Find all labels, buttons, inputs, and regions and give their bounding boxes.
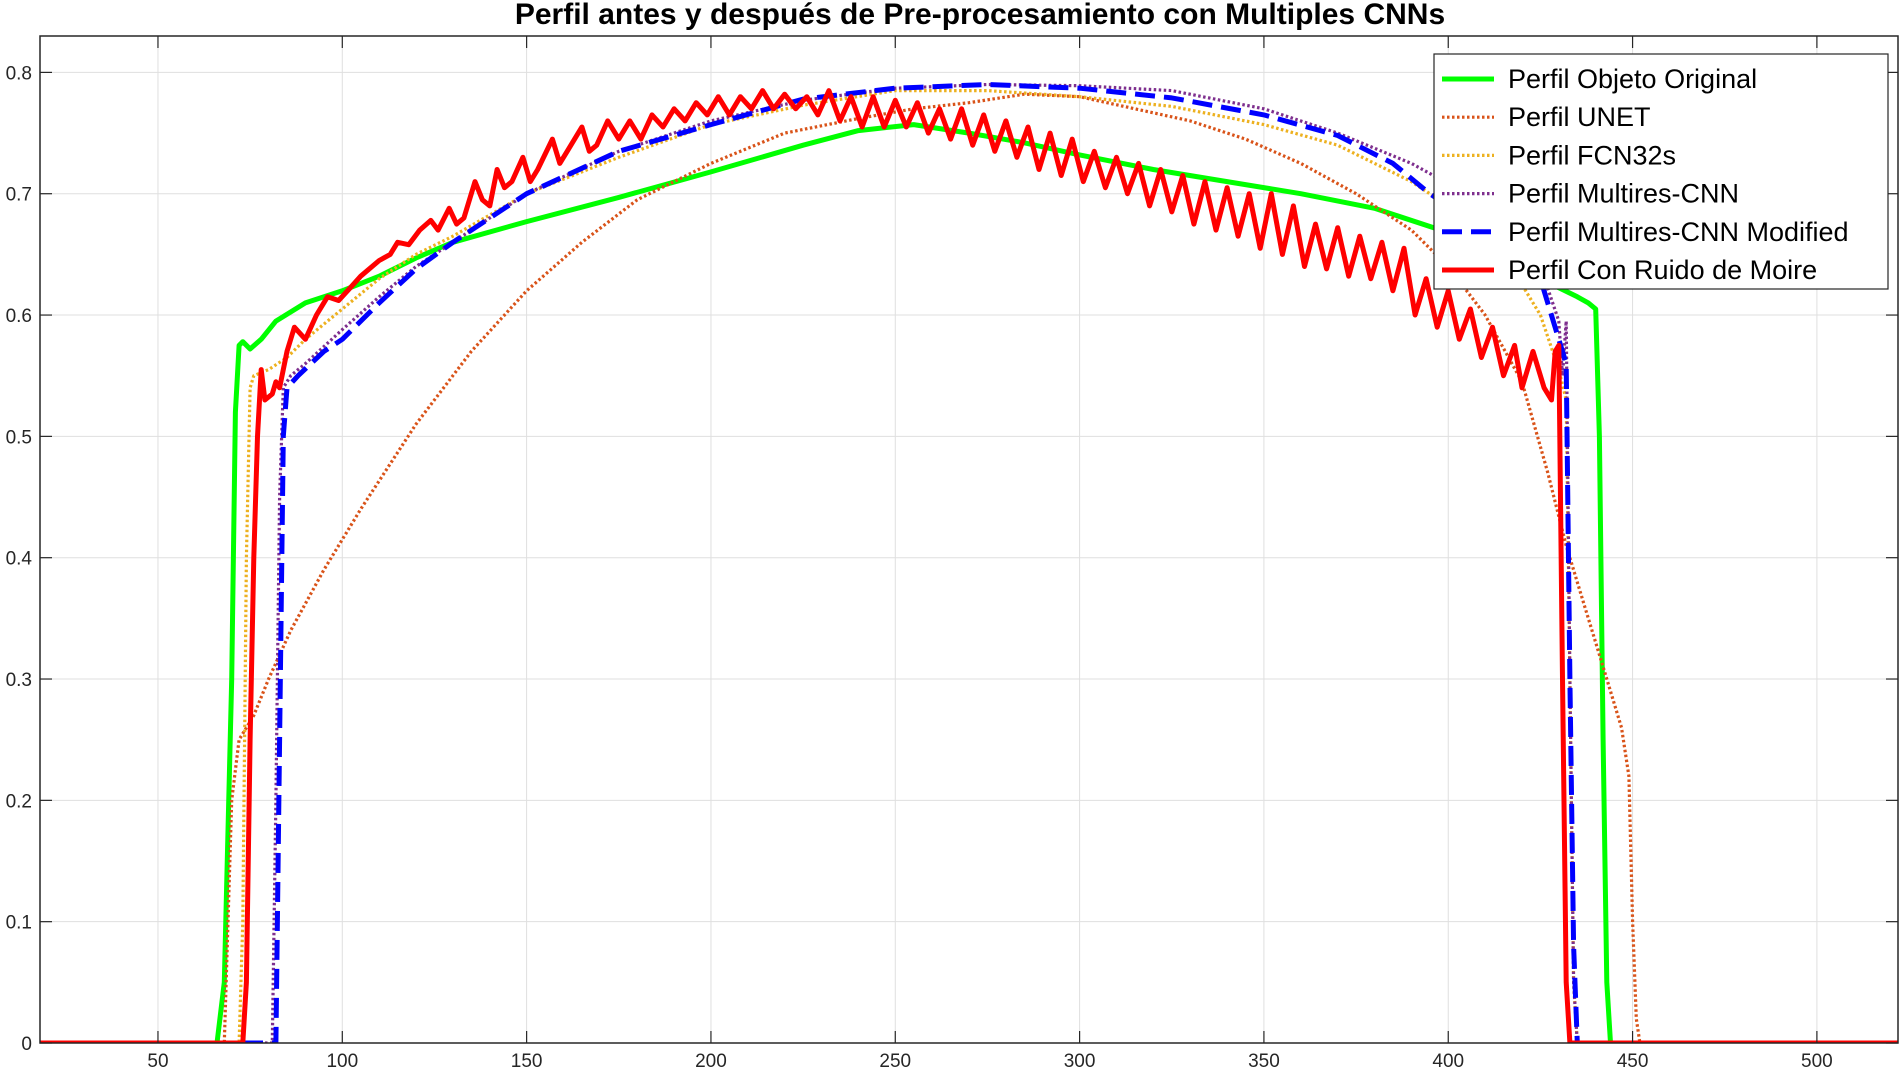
- series-lines: [40, 82, 1898, 1043]
- series-line-1: [40, 122, 1898, 1043]
- x-tick-label: 300: [1064, 1051, 1096, 1072]
- x-tick-label: 350: [1248, 1051, 1280, 1072]
- legend-label: Perfil FCN32s: [1508, 140, 1676, 170]
- series-line-6: [40, 88, 1898, 1043]
- legend: Perfil Objeto Original Perfil UNET Perfil …: [1433, 53, 1889, 290]
- y-tick-label: 0.3: [6, 670, 32, 691]
- chart-title: Perfil antes y después de Pre-procesamie…: [515, 0, 1445, 31]
- x-tick-label: 450: [1617, 1051, 1649, 1072]
- x-tick-label: 100: [326, 1051, 358, 1072]
- y-tick-label: 0.8: [6, 63, 32, 84]
- legend-label: Perfil UNET: [1508, 102, 1651, 132]
- axis-ticks: 50 100 150 200 250 300 350 400 450 500 0 0.1 0.2 0.3 0…: [6, 36, 1898, 1072]
- legend-label: Perfil Multires-CNN: [1508, 179, 1739, 209]
- legend-label: Perfil Con Ruido de Moire: [1508, 255, 1817, 285]
- y-tick-label: 0.5: [6, 427, 32, 448]
- x-tick-label: 250: [879, 1051, 911, 1072]
- y-tick-label: 0.6: [6, 306, 32, 327]
- y-tick-label: 0.7: [6, 185, 32, 206]
- y-tick-label: 0: [21, 1034, 32, 1055]
- x-tick-label: 400: [1432, 1051, 1464, 1072]
- x-tick-label: 500: [1801, 1051, 1833, 1072]
- y-tick-label: 0.1: [6, 913, 32, 934]
- y-tick-label: 0.4: [6, 549, 33, 570]
- series-line-5: [40, 82, 1898, 1043]
- x-tick-label: 50: [147, 1051, 168, 1072]
- legend-box: [1433, 53, 1889, 290]
- legend-label: Perfil Objeto Original: [1508, 64, 1757, 94]
- legend-label: Perfil Multires-CNN Modified: [1508, 217, 1849, 247]
- x-tick-label: 150: [511, 1051, 543, 1072]
- axes-box: [39, 35, 1899, 1044]
- x-tick-label: 200: [695, 1051, 727, 1072]
- y-tick-label: 0.2: [6, 791, 32, 812]
